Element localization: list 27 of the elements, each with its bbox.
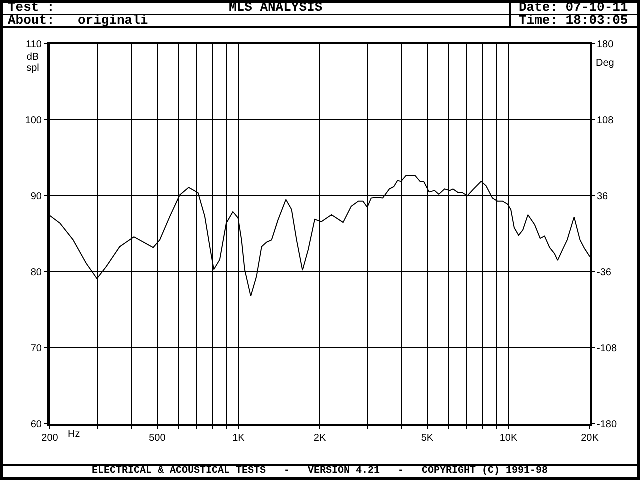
x-tick-label: 1K — [232, 433, 246, 444]
y2-tick-label: -180 — [597, 420, 618, 430]
x-tick-label: 2K — [314, 433, 326, 444]
y-tick-label: 100 — [25, 116, 42, 126]
y-tick-label: 60 — [30, 420, 42, 430]
text: Time: 18:03:05 — [519, 13, 628, 28]
text: About: — [8, 13, 55, 28]
y2-tick-label: 108 — [597, 116, 614, 126]
y2-tick-label: 36 — [597, 192, 609, 202]
y-tick-label: 110 — [26, 40, 42, 50]
x-tick-label: 20K — [581, 433, 600, 444]
y-tick-label: 70 — [30, 344, 42, 354]
y-axis-title: dB spl — [26, 52, 40, 74]
y-tick-label: 90 — [30, 192, 42, 202]
x-tick-label: 5K — [421, 433, 434, 444]
x-axis-title: Hz — [68, 429, 80, 440]
x-tick-label: 500 — [149, 433, 166, 444]
x-tick-label: 200 — [42, 433, 59, 444]
text: ELECTRICAL & ACOUSTICAL TESTS - VERSION 4.21 - COPYRIGHT (C) 1991-98 — [90, 466, 550, 477]
y2-axis-title: Deg — [596, 58, 614, 69]
y2-tick-label: -108 — [597, 344, 618, 354]
y-tick-label: 80 — [30, 268, 42, 278]
y2-tick-label: 180 — [597, 40, 614, 50]
y2-tick-label: -36 — [597, 268, 612, 278]
text: originali — [78, 13, 148, 28]
x-tick-label: 10K — [500, 433, 518, 444]
text: Test : — [8, 0, 55, 15]
